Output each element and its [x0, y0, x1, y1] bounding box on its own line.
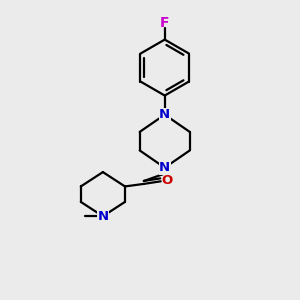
Text: N: N [159, 161, 170, 174]
Text: N: N [159, 108, 170, 121]
Text: O: O [161, 174, 173, 187]
Text: N: N [97, 210, 109, 223]
Text: F: F [160, 16, 169, 30]
